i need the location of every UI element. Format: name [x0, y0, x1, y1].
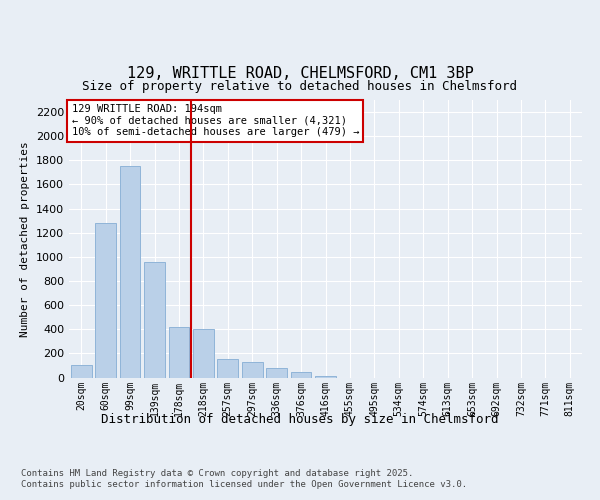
Text: Contains public sector information licensed under the Open Government Licence v3: Contains public sector information licen… [21, 480, 467, 489]
Bar [266, 368, 287, 378]
Text: 129 WRITTLE ROAD: 194sqm
← 90% of detached houses are smaller (4,321)
10% of sem: 129 WRITTLE ROAD: 194sqm ← 90% of detach… [71, 104, 359, 138]
Bar [217, 359, 238, 378]
Bar [119, 166, 140, 378]
Bar [144, 262, 165, 378]
Bar [242, 362, 263, 378]
Bar [71, 366, 92, 378]
Bar [95, 223, 116, 378]
Text: Distribution of detached houses by size in Chelmsford: Distribution of detached houses by size … [101, 412, 499, 426]
Y-axis label: Number of detached properties: Number of detached properties [20, 141, 31, 336]
Text: Contains HM Land Registry data © Crown copyright and database right 2025.: Contains HM Land Registry data © Crown c… [21, 469, 413, 478]
Text: 129, WRITTLE ROAD, CHELMSFORD, CM1 3BP: 129, WRITTLE ROAD, CHELMSFORD, CM1 3BP [127, 66, 473, 81]
Bar [290, 372, 311, 378]
Bar [169, 327, 190, 378]
Text: Size of property relative to detached houses in Chelmsford: Size of property relative to detached ho… [83, 80, 517, 93]
Bar [193, 329, 214, 378]
Bar [315, 376, 336, 378]
